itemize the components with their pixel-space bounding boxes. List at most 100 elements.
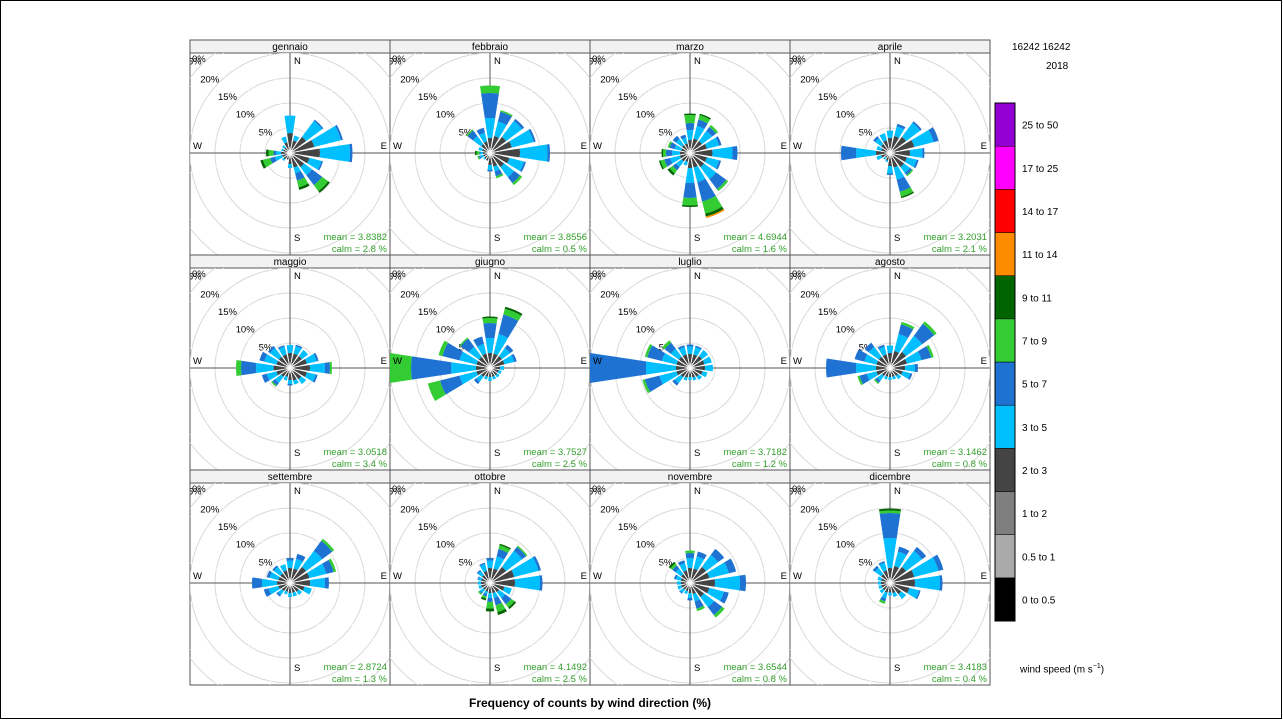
wedge-S <box>287 592 293 598</box>
wedge-ESE <box>701 371 708 378</box>
spoke <box>889 268 958 369</box>
spoke <box>269 268 291 369</box>
mean-label: mean = 3.7527 <box>523 447 587 458</box>
wedge-SW <box>683 585 688 590</box>
wedge-NNW <box>677 345 685 350</box>
wedge-NNE <box>693 347 702 356</box>
wedge-WNW <box>276 360 287 368</box>
radial-tick-label: 10% <box>436 540 456 551</box>
wedge-ESE <box>520 161 526 173</box>
wedge-NNE <box>896 123 906 130</box>
compass-label-E: E <box>581 356 587 367</box>
wedge-SE <box>306 169 323 186</box>
spoke <box>621 152 691 255</box>
spoke <box>390 85 491 154</box>
compass-label-N: N <box>294 56 301 67</box>
wedge-NNW <box>878 561 885 565</box>
spoke <box>190 582 291 604</box>
wedge-S <box>487 169 493 172</box>
wedge-SE <box>495 373 500 378</box>
wedge-SW <box>873 379 879 385</box>
spoke <box>289 562 390 584</box>
wedge-WSW <box>679 153 687 159</box>
calm-label: calm = 1.6 % <box>732 244 788 255</box>
wedge-W <box>476 365 487 371</box>
wedge-SSW <box>482 592 488 597</box>
spoke <box>222 53 291 154</box>
compass-label-E: E <box>581 141 587 152</box>
wedge-WNW <box>266 570 272 578</box>
spoke <box>669 152 691 255</box>
wedge-NE <box>492 136 507 151</box>
spoke <box>289 300 390 369</box>
wedge-SW <box>674 374 684 384</box>
wedge-N <box>686 558 694 569</box>
wedge-SW <box>481 370 488 377</box>
wedge-NE <box>913 546 927 560</box>
wedge-NNE <box>696 119 708 129</box>
wedge-NNW <box>479 132 488 143</box>
spoke <box>269 53 291 154</box>
wedge-WSW <box>664 157 673 167</box>
spoke <box>669 582 691 685</box>
wedge-NNW <box>477 343 487 356</box>
spoke <box>590 347 691 369</box>
calm-label: calm = 2.5 % <box>532 674 588 685</box>
wedge-NNW <box>479 564 487 573</box>
wedge-NW <box>873 136 879 142</box>
radial-tick-label: 0% <box>592 54 606 65</box>
spoke <box>889 483 958 584</box>
wedge-WNW <box>278 576 287 583</box>
wedge-SSW <box>485 586 490 592</box>
wedge-NNE <box>296 553 306 562</box>
wedge-WNW <box>269 572 280 581</box>
compass-label-W: W <box>793 141 802 152</box>
wedge-NNW <box>284 142 290 150</box>
radial-tick-label: 20% <box>400 504 420 515</box>
compass-label-W: W <box>593 571 602 582</box>
spoke <box>489 582 559 685</box>
wedge-E <box>519 144 548 162</box>
spoke <box>689 483 711 584</box>
spoke <box>489 300 590 369</box>
wedge-NW <box>881 574 888 581</box>
wedge-SSW <box>283 375 288 381</box>
wedge-N <box>886 130 894 139</box>
spoke <box>889 132 990 154</box>
wedge-W <box>478 581 482 585</box>
wedge-NE <box>513 546 527 560</box>
calm-label: calm = 2.1 % <box>932 244 988 255</box>
spoke <box>590 367 691 436</box>
wedge-N <box>483 323 497 339</box>
wedge-NNW <box>479 562 486 567</box>
radial-tick-label: 15% <box>218 522 238 533</box>
wedge-NNW <box>282 354 289 364</box>
wedge-S <box>687 597 693 601</box>
legend-swatch <box>994 232 1016 276</box>
wedge-NNE <box>503 308 522 321</box>
wedge-SSE <box>293 165 301 174</box>
wedge-SW <box>281 157 286 162</box>
spoke <box>889 152 990 174</box>
wedge-SSW <box>884 586 890 593</box>
radial-tick-label: 5% <box>859 127 873 138</box>
wedge-SSW <box>485 156 490 161</box>
spoke <box>390 515 491 584</box>
wedge-SW <box>483 585 488 590</box>
wedge-E <box>494 148 521 158</box>
legend-label: 7 to 9 <box>1022 336 1047 347</box>
wedge-NW <box>269 347 282 360</box>
wedge-NNW <box>877 344 885 350</box>
spoke <box>289 152 359 255</box>
spoke <box>421 582 491 685</box>
spoke <box>790 367 891 389</box>
spoke <box>289 347 390 369</box>
wedge-NNW <box>281 136 288 144</box>
wedge-E <box>732 145 738 161</box>
legend-label: 3 to 5 <box>1022 423 1047 434</box>
wedge-SSE <box>491 157 498 167</box>
